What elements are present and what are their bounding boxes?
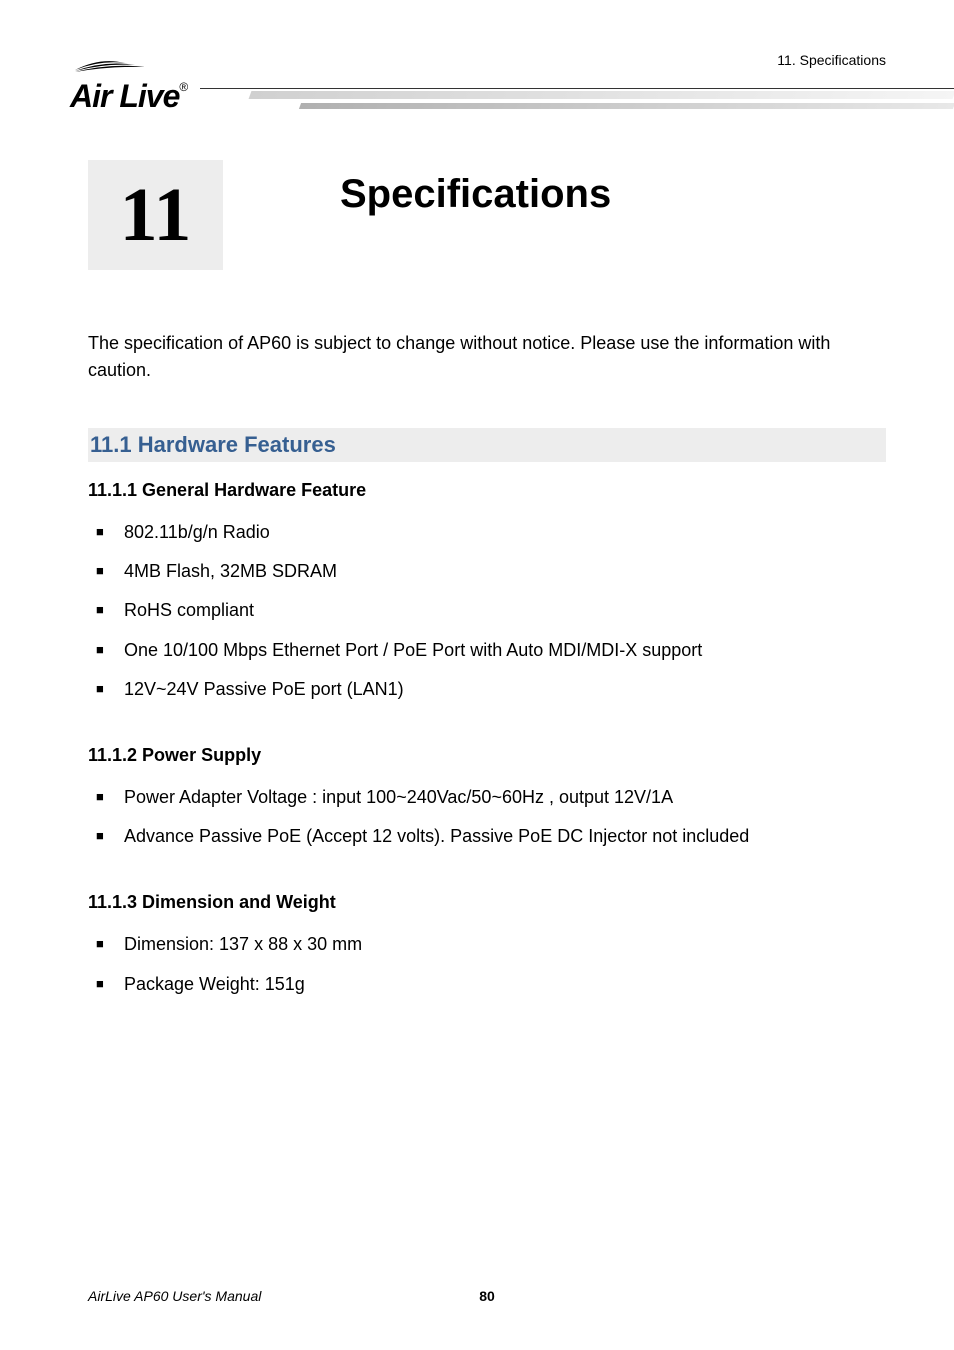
list-item: 12V~24V Passive PoE port (LAN1) bbox=[88, 670, 886, 709]
logo-text: Air Live bbox=[70, 78, 179, 114]
header-divider bbox=[200, 88, 954, 109]
footer-page-number: 80 bbox=[479, 1288, 495, 1304]
spec-list: Power Adapter Voltage : input 100~240Vac… bbox=[88, 778, 886, 856]
chapter-number-box: 11 bbox=[88, 160, 223, 270]
page-footer: AirLive AP60 User's Manual 80 bbox=[88, 1288, 886, 1304]
intro-paragraph: The specification of AP60 is subject to … bbox=[88, 330, 886, 384]
brand-logo: Air Live® bbox=[70, 55, 188, 115]
spec-list: Dimension: 137 x 88 x 30 mm Package Weig… bbox=[88, 925, 886, 1003]
subsection-heading: 11.1.3 Dimension and Weight bbox=[88, 892, 886, 913]
list-item: 4MB Flash, 32MB SDRAM bbox=[88, 552, 886, 591]
list-item: RoHS compliant bbox=[88, 591, 886, 630]
list-item: Dimension: 137 x 88 x 30 mm bbox=[88, 925, 886, 964]
logo-registered-icon: ® bbox=[179, 80, 188, 94]
content-area: The specification of AP60 is subject to … bbox=[88, 330, 886, 1040]
list-item: One 10/100 Mbps Ethernet Port / PoE Port… bbox=[88, 631, 886, 670]
logo-swoosh-icon bbox=[70, 55, 180, 73]
section-heading: 11.1 Hardware Features bbox=[88, 428, 886, 462]
list-item: Power Adapter Voltage : input 100~240Vac… bbox=[88, 778, 886, 817]
list-item: Package Weight: 151g bbox=[88, 965, 886, 1004]
chapter-number: 11 bbox=[120, 172, 192, 259]
header-breadcrumb: 11. Specifications bbox=[777, 52, 886, 68]
list-item: 802.11b/g/n Radio bbox=[88, 513, 886, 552]
list-item: Advance Passive PoE (Accept 12 volts). P… bbox=[88, 817, 886, 856]
subsection-heading: 11.1.2 Power Supply bbox=[88, 745, 886, 766]
subsection-heading: 11.1.1 General Hardware Feature bbox=[88, 480, 886, 501]
spec-list: 802.11b/g/n Radio 4MB Flash, 32MB SDRAM … bbox=[88, 513, 886, 709]
footer-manual-title: AirLive AP60 User's Manual bbox=[88, 1288, 261, 1304]
chapter-title: Specifications bbox=[340, 172, 611, 217]
